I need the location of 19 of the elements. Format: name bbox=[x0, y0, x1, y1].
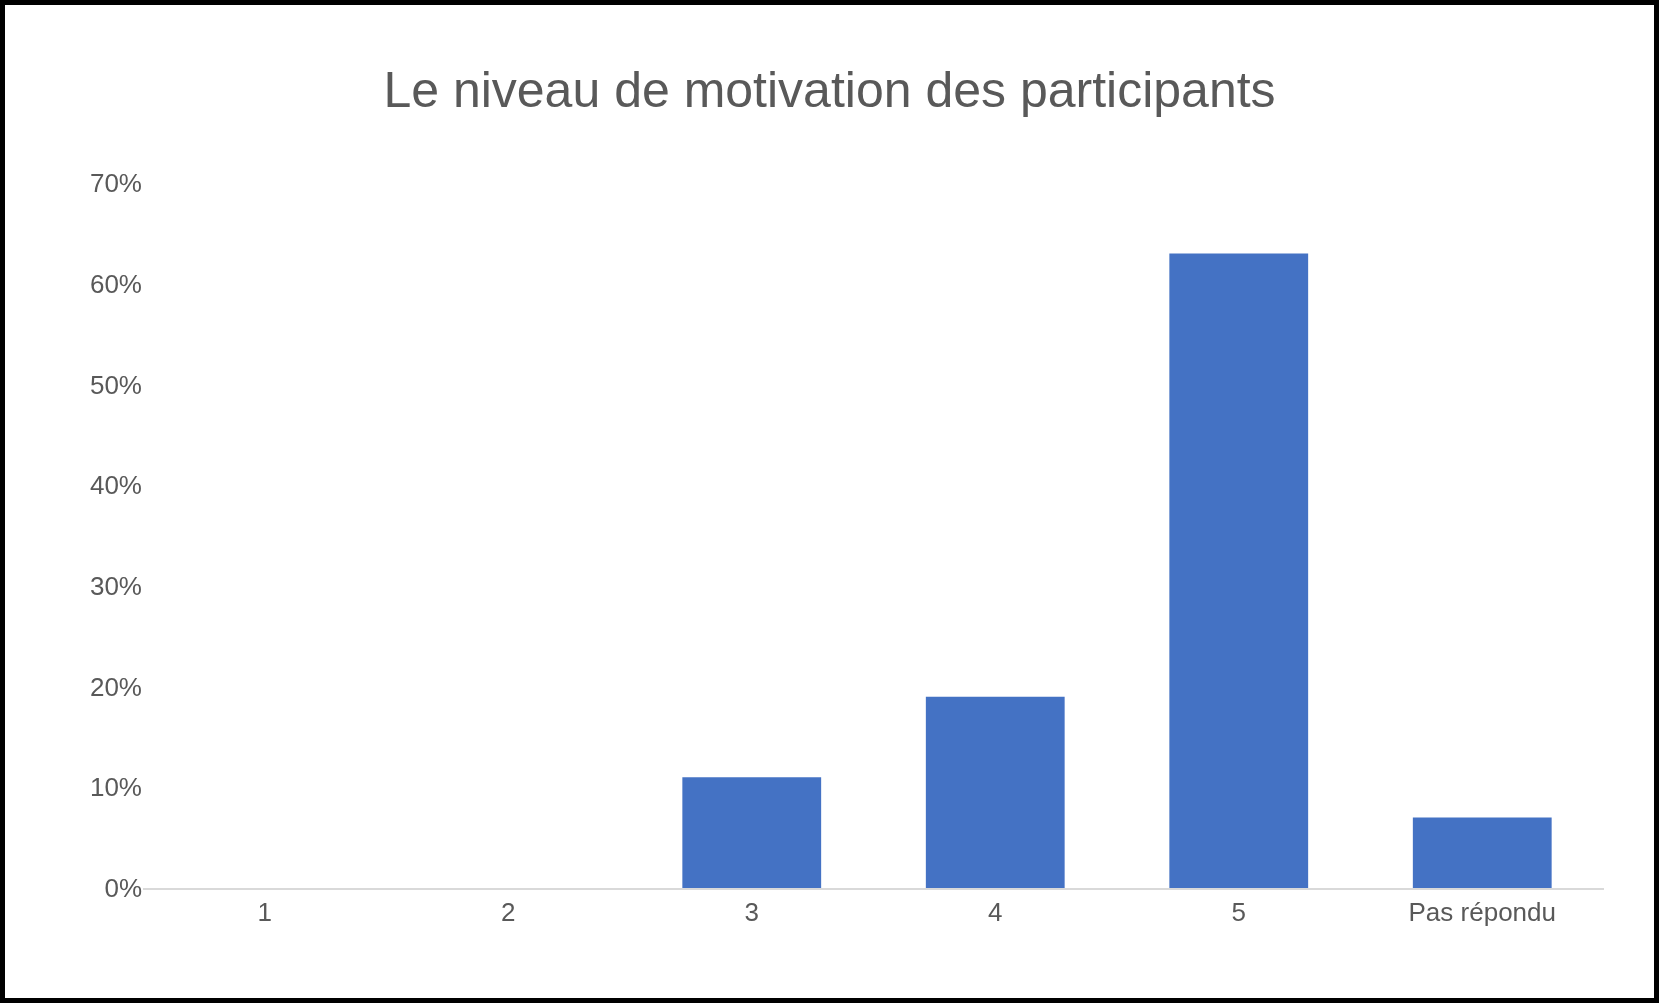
y-tick-label: 50% bbox=[89, 369, 142, 400]
bar bbox=[1412, 817, 1552, 888]
bar bbox=[925, 696, 1065, 888]
x-tick-label: 2 bbox=[501, 897, 516, 928]
y-tick-label: 20% bbox=[89, 671, 142, 702]
y-tick-label: 0% bbox=[104, 873, 142, 904]
x-tick-label: 1 bbox=[257, 897, 272, 928]
bar bbox=[682, 777, 822, 888]
y-tick-label: 60% bbox=[89, 268, 142, 299]
y-tick-label: 40% bbox=[89, 470, 142, 501]
x-tick-label: 3 bbox=[744, 897, 759, 928]
x-tick-label: 4 bbox=[988, 897, 1003, 928]
chart-title: Le niveau de motivation des participants bbox=[383, 61, 1276, 118]
x-tick-label: 5 bbox=[1231, 897, 1246, 928]
y-tick-label: 70% bbox=[89, 168, 142, 199]
y-tick-label: 10% bbox=[89, 772, 142, 803]
bar bbox=[1169, 253, 1309, 888]
x-tick-label: Pas répondu bbox=[1408, 897, 1556, 928]
y-tick-label: 30% bbox=[89, 570, 142, 601]
